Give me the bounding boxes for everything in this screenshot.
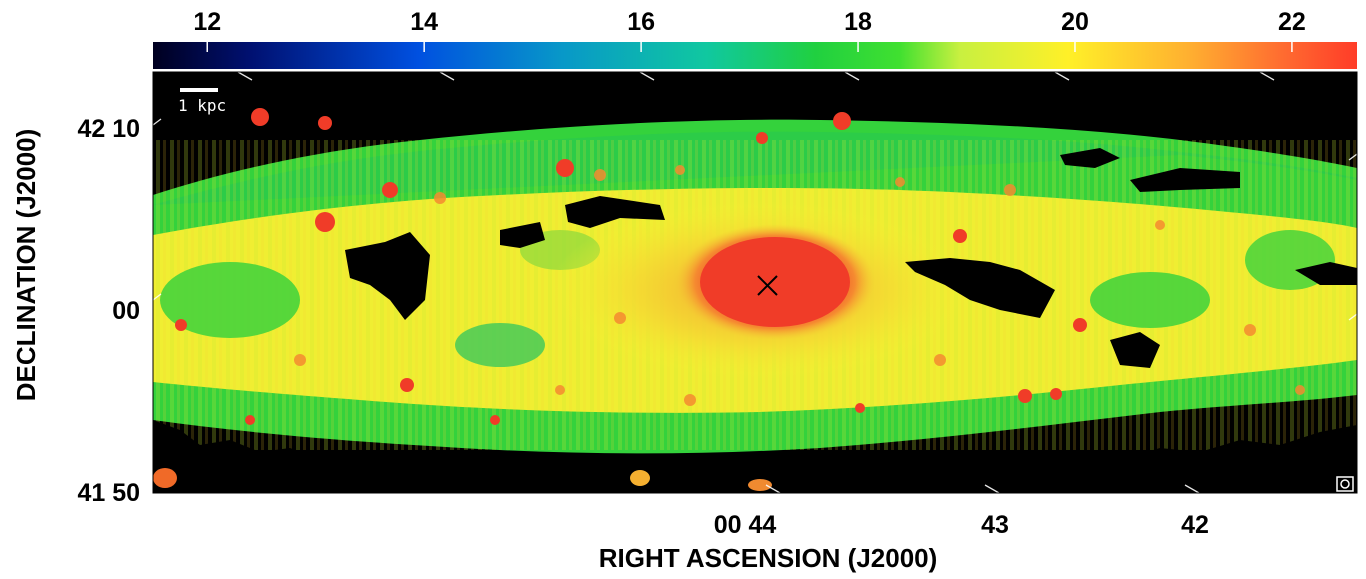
colorbar-ticks: 12 14 16 18 20 22 — [193, 8, 1306, 52]
colorbar-tick-label: 14 — [410, 8, 438, 36]
y-axis-title: DECLINATION (J2000) — [11, 129, 41, 402]
y-axis-ticks: 42 10 00 41 50 — [77, 115, 140, 507]
colorbar: 12 14 16 18 20 22 — [153, 8, 1357, 71]
scale-bar: 1 kpc — [178, 88, 226, 115]
beam-circle-icon — [1336, 476, 1354, 492]
colorbar-tick-label: 12 — [193, 8, 221, 36]
x-axis-ticks: 00 44 43 42 — [714, 511, 1209, 539]
x-axis-title: RIGHT ASCENSION (J2000) — [599, 543, 938, 573]
scale-bar-label: 1 kpc — [178, 96, 226, 115]
x-tick-label: 42 — [1181, 511, 1209, 539]
colorbar-tick-label: 20 — [1061, 8, 1089, 36]
colorbar-tick-label: 18 — [844, 8, 872, 36]
y-tick-label: 41 50 — [77, 479, 140, 507]
colorbar-tick-label: 22 — [1278, 8, 1306, 36]
hii-knots — [175, 108, 1087, 425]
gap-right — [905, 258, 1055, 318]
y-tick-label: 00 — [112, 297, 140, 325]
x-tick-label: 43 — [981, 511, 1009, 539]
image-panel: 1 kpc — [153, 72, 1357, 493]
colorbar-gradient — [153, 42, 1357, 70]
x-cross-icon — [757, 275, 778, 296]
gap-left — [345, 232, 430, 320]
scale-bar-line — [180, 88, 218, 92]
colorbar-tick-label: 16 — [627, 8, 655, 36]
x-tick-label: 00 44 — [714, 511, 777, 539]
y-tick-label: 42 10 — [77, 115, 140, 143]
